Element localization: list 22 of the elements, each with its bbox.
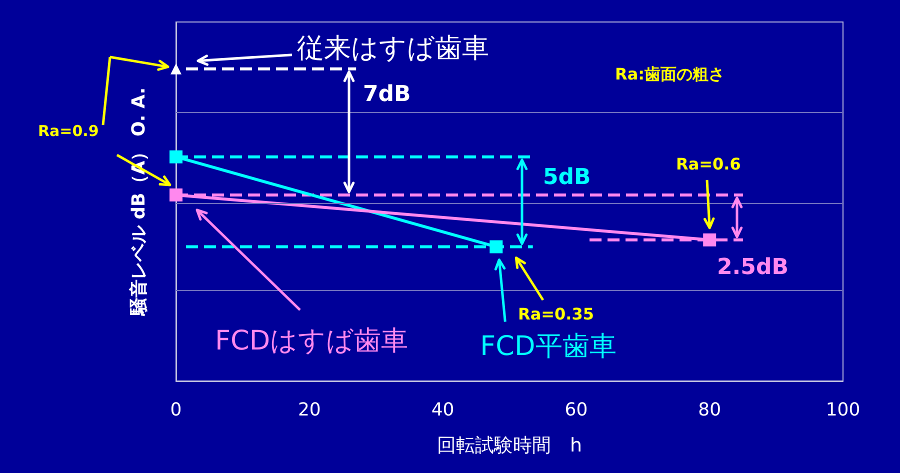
- annotation: 2.5dB: [717, 255, 788, 280]
- text: Ra=0.9: [38, 122, 99, 140]
- point: [703, 233, 716, 246]
- point: [170, 150, 182, 164]
- annotation: 5dB: [543, 165, 591, 190]
- annotation: Ra=0.6: [676, 154, 741, 174]
- legend-label: 従来はすば歯車: [297, 33, 489, 64]
- x-tick-label: 40: [431, 400, 454, 420]
- x-tick-label: 100: [826, 400, 860, 420]
- annotation: Ra:歯面の粗さ: [615, 64, 725, 84]
- point: [170, 63, 182, 74]
- text: FCD平歯車: [480, 331, 616, 362]
- point: [170, 188, 182, 202]
- x-tick-label: 0: [170, 400, 182, 420]
- x-tick-label: 60: [564, 400, 588, 420]
- x-axis-title: 回転試験時間 h: [436, 434, 582, 456]
- x-tick-label: 20: [298, 400, 321, 420]
- annotation: 7dB: [363, 82, 411, 108]
- annotation: Ra=0.35: [518, 304, 594, 324]
- point: [490, 240, 503, 254]
- x-tick-label: 80: [698, 400, 722, 420]
- text: FCDはすば歯車: [215, 325, 408, 356]
